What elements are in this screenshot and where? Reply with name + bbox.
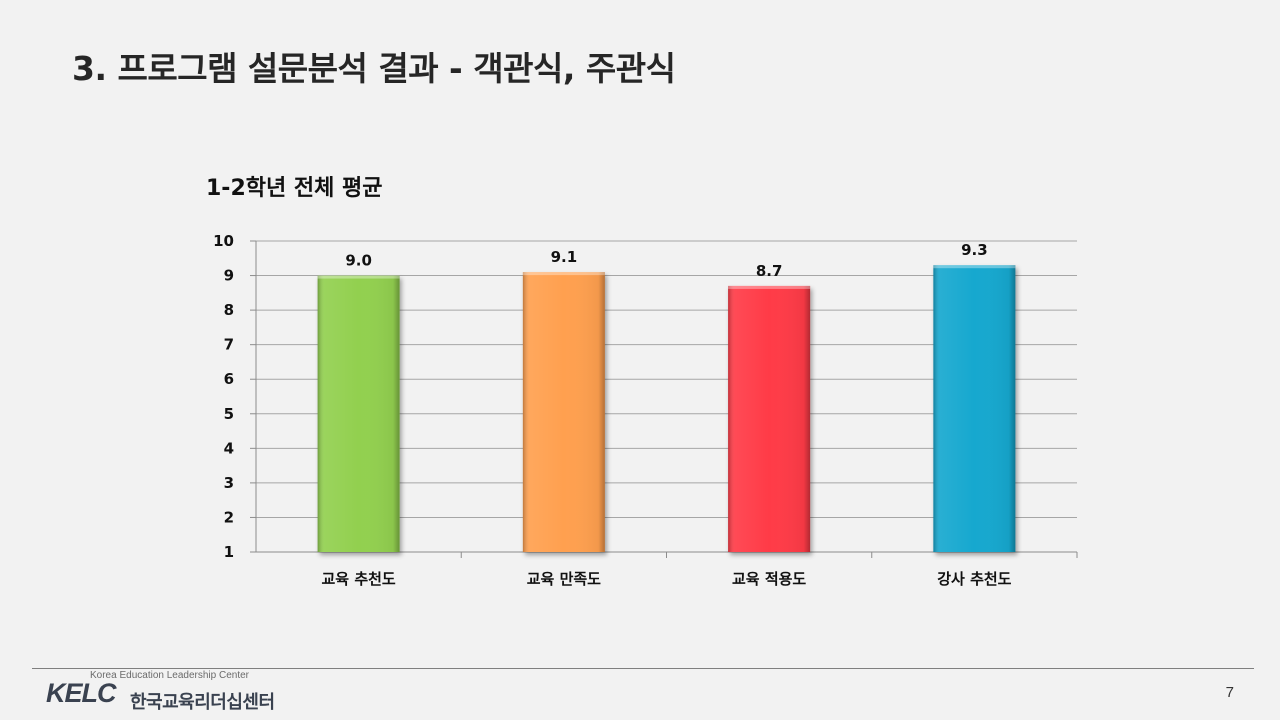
y-tick-label: 10	[213, 232, 234, 250]
y-tick-label: 5	[224, 405, 234, 423]
bar-highlight	[522, 272, 605, 276]
logo-korean-name: 한국교육리더십센터	[130, 692, 275, 713]
y-tick-label: 8	[224, 301, 234, 319]
logo-english-name: Korea Education Leadership Center	[90, 670, 249, 681]
bar-highlight	[728, 285, 811, 289]
y-tick-label: 6	[224, 370, 234, 388]
bar-highlight	[933, 265, 1016, 269]
bar-bevel	[317, 275, 400, 552]
x-tick-label: 교육 만족도	[527, 570, 601, 588]
kelc-logo: Korea Education Leadership Center KELC 한…	[44, 670, 284, 718]
x-tick-label: 강사 추천도	[937, 570, 1011, 588]
data-label: 9.3	[961, 241, 988, 259]
y-tick-label: 3	[224, 474, 234, 492]
x-tick-label: 교육 적용도	[732, 570, 806, 588]
x-tick-label: 교육 추천도	[322, 570, 396, 588]
y-tick-label: 4	[224, 439, 234, 457]
chart-title: 1-2학년 전체 평균	[206, 176, 383, 201]
logo-mark: KELC	[46, 678, 116, 708]
y-tick-label: 1	[224, 543, 234, 561]
bar-bevel	[522, 272, 605, 552]
bar-bevel	[933, 265, 1016, 552]
y-tick-label: 7	[224, 336, 234, 354]
data-label: 9.1	[551, 248, 578, 266]
bar-highlight	[317, 275, 400, 279]
y-tick-label: 2	[224, 508, 234, 526]
footer-divider	[32, 668, 1254, 669]
data-label: 9.0	[345, 252, 372, 270]
y-tick-label: 9	[224, 267, 234, 285]
bar-bevel	[728, 285, 811, 552]
slide-title: 3. 프로그램 설문분석 결과 - 객관식, 주관식	[72, 49, 676, 88]
page-number: 7	[1225, 684, 1234, 701]
data-label: 8.7	[756, 262, 783, 280]
